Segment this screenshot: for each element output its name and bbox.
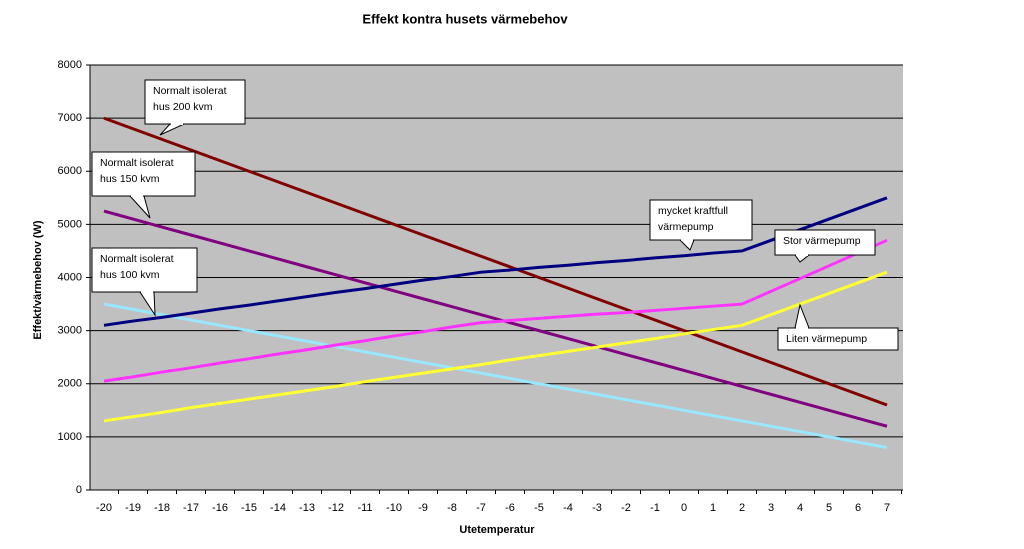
x-tick-label: -3	[592, 502, 602, 514]
x-tick-label: -2	[621, 502, 631, 514]
x-tick-label: -6	[505, 502, 515, 514]
callout-text: hus 200 kvm	[153, 101, 213, 113]
x-tick-label: -4	[563, 502, 573, 514]
x-tick-label: -11	[357, 502, 372, 514]
x-tick-label: -16	[212, 502, 228, 514]
y-tick-label: 7000	[58, 112, 82, 124]
y-axis-label: Effekt/värmebehov (W)	[32, 220, 44, 340]
y-tick-label: 6000	[58, 165, 82, 177]
callout-text: Stor värmepump	[783, 235, 861, 247]
x-tick-label: 5	[826, 502, 832, 514]
x-tick-label: 0	[681, 502, 687, 514]
x-tick-label: -13	[299, 502, 315, 514]
y-tick-label: 4000	[58, 271, 82, 283]
callout-box	[774, 229, 876, 256]
x-tick-label: -20	[96, 502, 112, 514]
callout-box	[649, 199, 753, 241]
callout-text: hus 150 kvm	[100, 173, 160, 185]
callout-text: mycket kraftfull	[658, 205, 728, 217]
callout-text: Liten värmepump	[786, 333, 867, 345]
callout-box	[144, 79, 246, 125]
series-line	[103, 116, 888, 407]
x-tick-label: -1	[650, 502, 660, 514]
series-line	[103, 238, 888, 383]
x-tick-label: 7	[884, 502, 890, 514]
series-line	[103, 270, 888, 423]
x-tick-label: 3	[768, 502, 774, 514]
x-tick-label: -17	[183, 502, 199, 514]
x-tick-label: -12	[328, 502, 344, 514]
x-tick-label: -8	[447, 502, 457, 514]
x-tick-label: 4	[797, 502, 803, 514]
x-tick-label: -19	[125, 502, 141, 514]
x-axis-label: Utetemperatur	[459, 524, 535, 536]
y-tick-label: 2000	[58, 378, 82, 390]
x-tick-label: -18	[154, 502, 170, 514]
callout-text: Normalt isolerat	[100, 157, 174, 169]
x-tick-label: -9	[418, 502, 428, 514]
x-tick-label: -14	[270, 502, 286, 514]
x-tick-label: 2	[739, 502, 745, 514]
chart-title: Effekt kontra husets värmebehov	[362, 11, 568, 26]
callout-text: hus 100 kvm	[100, 269, 160, 281]
y-tick-label: 0	[76, 484, 82, 496]
x-tick-label: -5	[534, 502, 544, 514]
callout-box	[777, 327, 899, 351]
x-tick-label: -10	[386, 502, 402, 514]
y-tick-label: 5000	[58, 218, 82, 230]
callout-box	[91, 151, 196, 197]
callout-text: värmepump	[658, 221, 714, 233]
x-tick-label: -7	[476, 502, 486, 514]
y-tick-label: 3000	[58, 325, 82, 337]
series-line	[103, 302, 888, 449]
callout-box	[91, 247, 198, 293]
y-tick-label: 8000	[58, 59, 82, 71]
series-line	[103, 209, 888, 428]
y-tick-label: 1000	[58, 431, 82, 443]
x-tick-label: -15	[241, 502, 257, 514]
callout-text: Normalt isolerat	[100, 253, 174, 265]
x-tick-label: 1	[710, 502, 716, 514]
series-line	[103, 196, 888, 327]
callout-text: Normalt isolerat	[153, 85, 227, 97]
x-tick-label: 6	[855, 502, 861, 514]
